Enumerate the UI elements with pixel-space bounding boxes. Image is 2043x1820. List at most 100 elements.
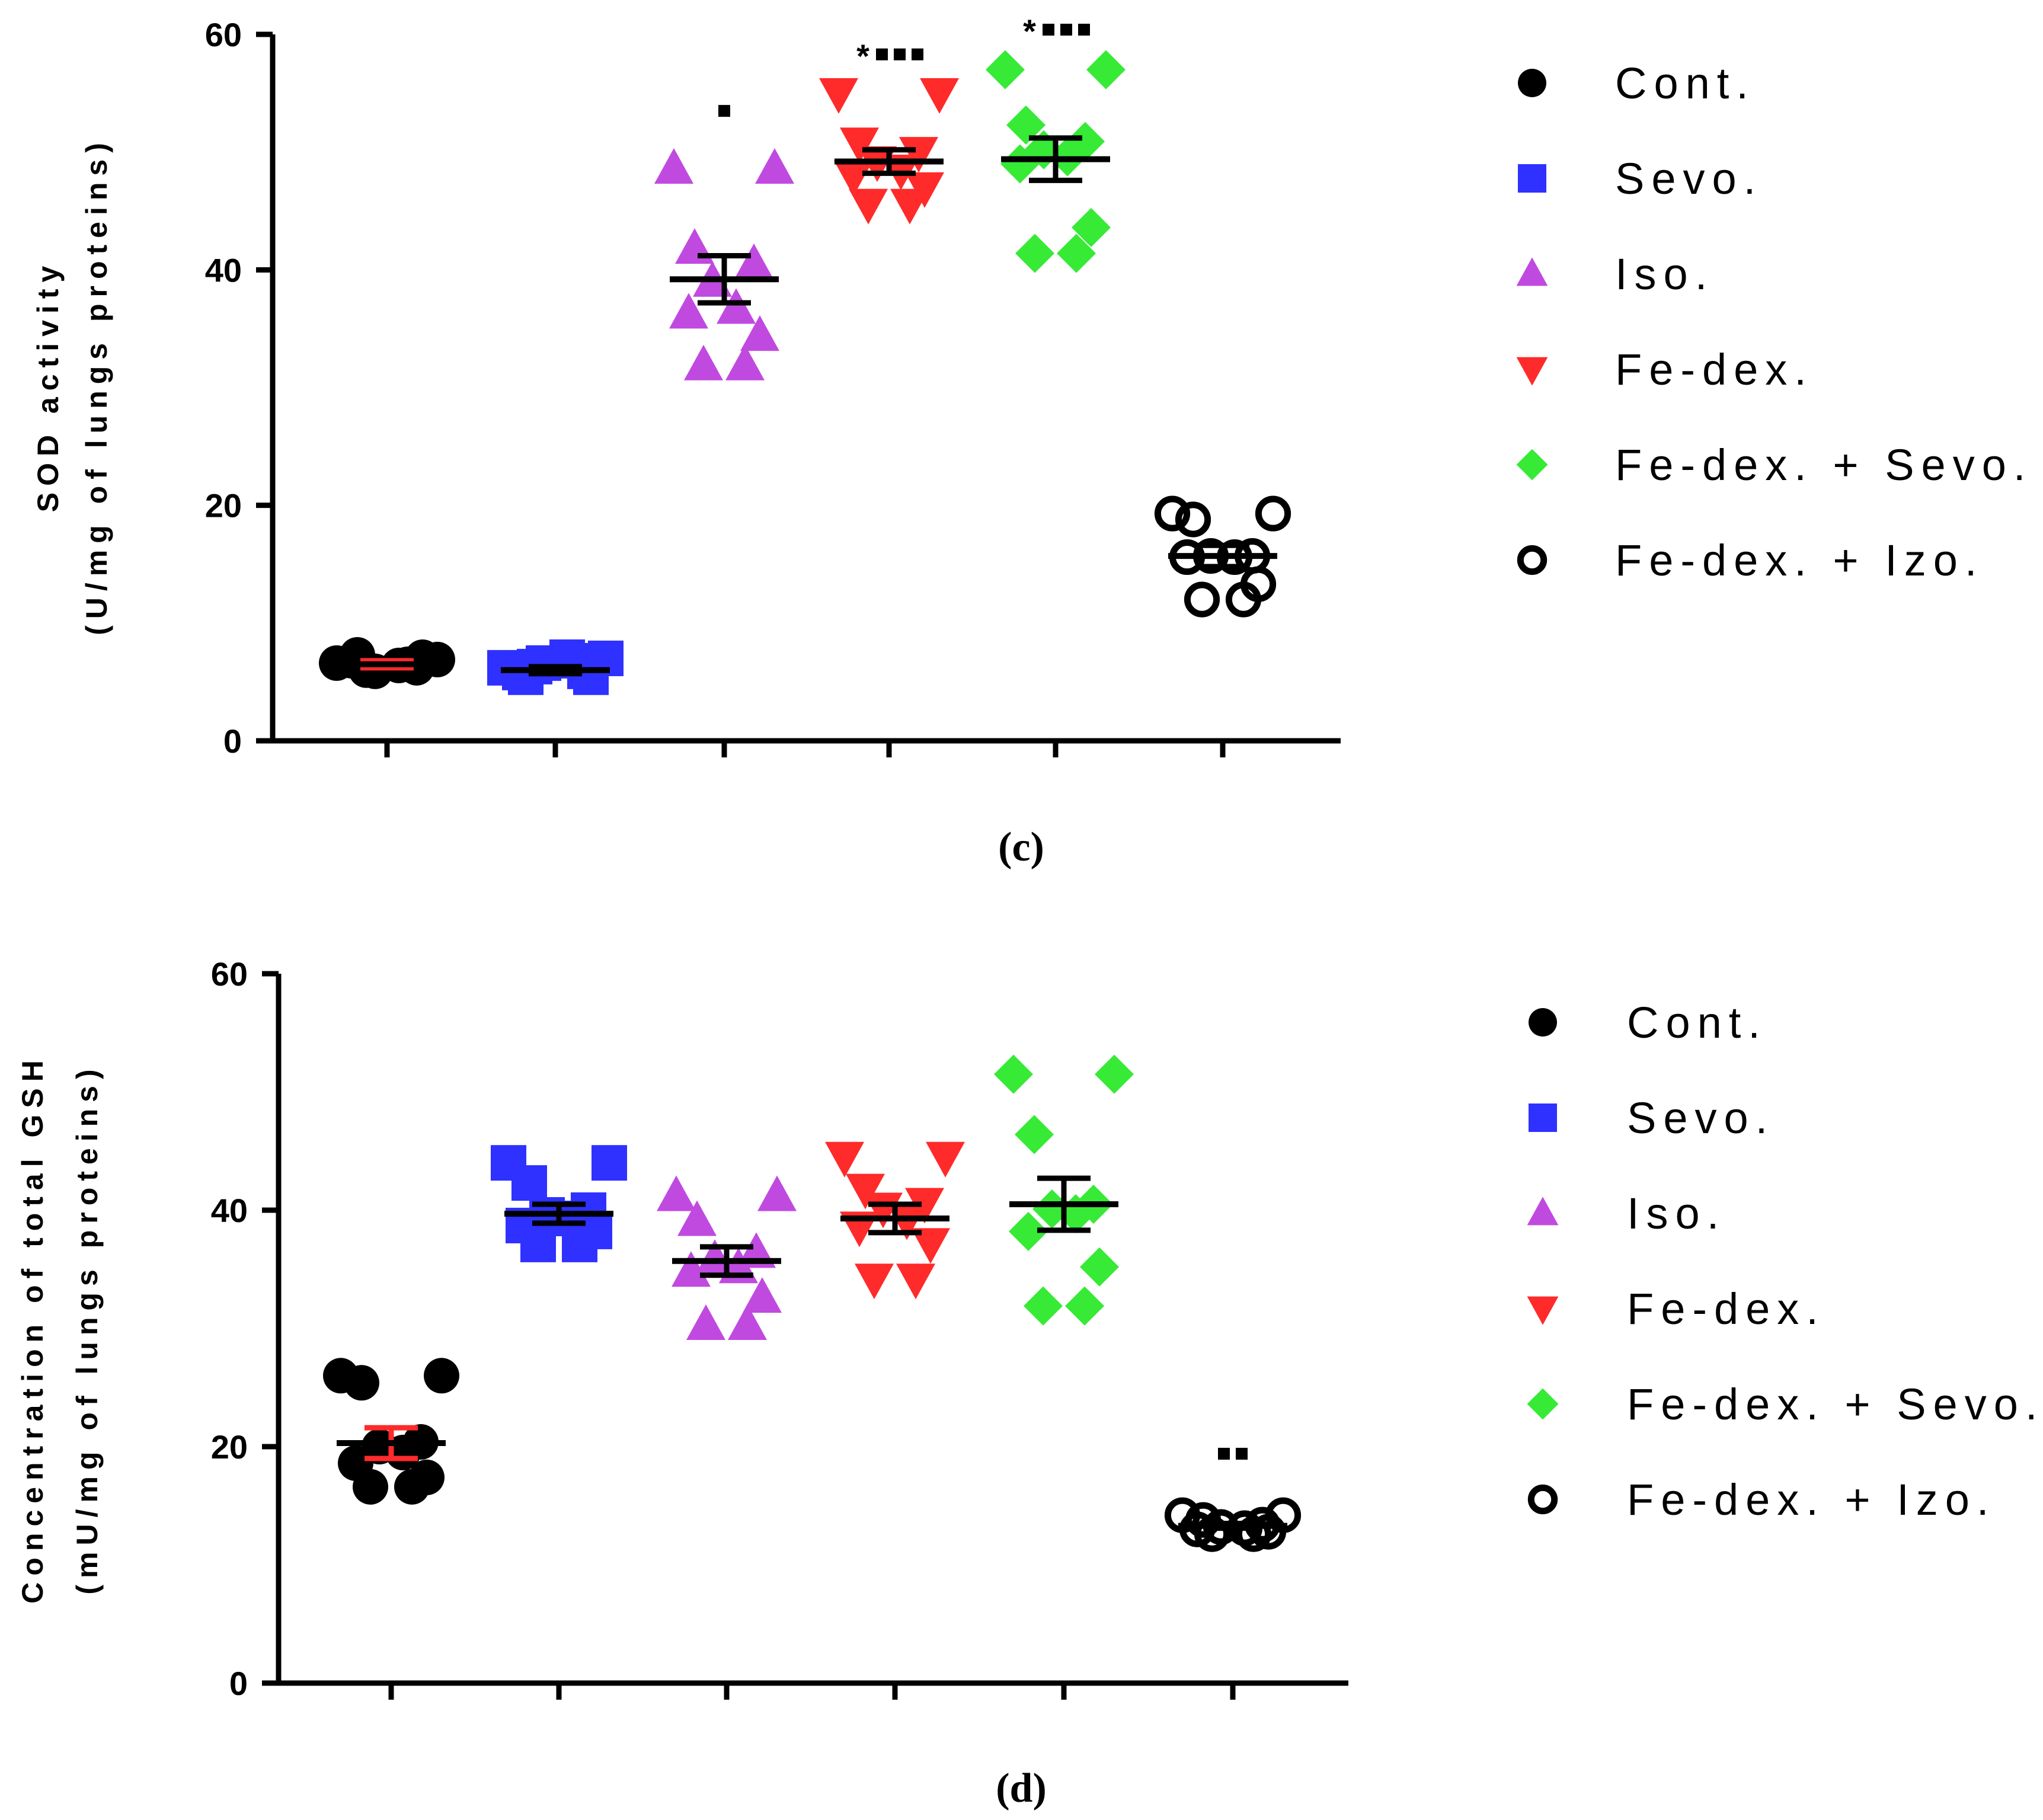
y-tick-label: 20 (205, 487, 242, 524)
legend-item: Cont. (1518, 59, 1756, 108)
significance-square (1218, 1447, 1230, 1460)
legend: Cont. Sevo. Iso. Fe-dex. Fe-dex. + Sevo. Fe-d… (1527, 998, 2043, 1524)
data-point (1184, 581, 1220, 618)
data-point (717, 288, 756, 324)
series-fe-dex (825, 1141, 965, 1300)
data-point (994, 1054, 1033, 1094)
data-point (986, 50, 1025, 89)
data-point (849, 188, 888, 225)
legend-label: Iso. (1627, 1189, 1726, 1238)
panel-c: SOD activity (U/mg of lungs proteins) 0 2… (31, 12, 2025, 870)
y-ticks: 0 20 40 60 (205, 16, 273, 760)
legend-item: Cont. (1529, 998, 1767, 1047)
data-point (757, 1175, 797, 1211)
legend-marker (1527, 1388, 1559, 1420)
series-cont (323, 1358, 459, 1505)
legend-item: Iso. (1516, 250, 1707, 299)
data-point (855, 1264, 894, 1300)
data-point (669, 293, 708, 329)
y-ticks: 0 20 40 60 (211, 955, 279, 1702)
data-point (657, 1175, 696, 1211)
series-iso (654, 148, 794, 380)
panel-label-d: (d) (996, 1765, 1047, 1811)
panel-label-c: (c) (998, 824, 1044, 870)
data-point (1006, 105, 1046, 145)
y-tick-label: 20 (211, 1428, 248, 1466)
y-axis-title-line2: (mU/mg of lungs proteins) (71, 1063, 104, 1594)
legend-marker (1518, 69, 1546, 97)
data-point (890, 188, 929, 225)
data-point (740, 315, 779, 351)
data-point (1009, 1211, 1048, 1251)
legend-label: Cont. (1615, 59, 1756, 108)
y-axis-title: SOD activity (U/mg of lungs proteins) (31, 136, 113, 635)
data-point (825, 1141, 864, 1178)
significance-square (912, 48, 923, 60)
significance-square (718, 105, 730, 117)
series-fe-dex-sevo (986, 50, 1126, 273)
data-point (1065, 1286, 1104, 1326)
significance-square (1060, 24, 1072, 36)
legend-item: Sevo. (1529, 1093, 1775, 1143)
significance-star: * (856, 37, 869, 75)
legend-label: Sevo. (1615, 154, 1763, 203)
y-axis-title: Concentration of total GSH (mU/mg of lun… (16, 1054, 104, 1604)
legend-item: Sevo. (1518, 154, 1763, 203)
data-point (1086, 50, 1126, 89)
legend-item: Fe-dex. + Izo. (1527, 1475, 1996, 1524)
significance-square (894, 48, 906, 60)
significance-square (1236, 1447, 1248, 1460)
data-point (725, 344, 765, 380)
data-point (840, 127, 879, 164)
significance-annotations (1218, 1447, 1248, 1460)
data-point (755, 148, 794, 184)
data-point (926, 1141, 965, 1178)
data-point (728, 1304, 767, 1341)
data-point (734, 243, 773, 279)
data-point (592, 1145, 627, 1181)
data-point (1000, 144, 1040, 184)
data-point (520, 1226, 556, 1262)
series-cont (319, 636, 455, 689)
y-tick-label: 60 (205, 16, 242, 53)
data-point (1154, 495, 1191, 532)
legend-marker (1516, 257, 1548, 286)
legend-label: Fe-dex. + Izo. (1627, 1475, 1996, 1524)
y-tick-label: 60 (211, 955, 248, 993)
significance-square (1043, 24, 1054, 36)
series-fe-dex-sevo (994, 1054, 1134, 1326)
legend-marker (1529, 1008, 1557, 1037)
data-point (1095, 1054, 1134, 1094)
legend-marker (1517, 545, 1548, 575)
significance-square (1078, 24, 1090, 36)
legend-label: Sevo. (1627, 1093, 1775, 1143)
legend-label: Fe-dex. + Sevo. (1627, 1380, 2043, 1429)
data-point (1255, 495, 1291, 532)
data-point (424, 1358, 459, 1394)
data-point (864, 1192, 903, 1229)
legend-marker (1516, 449, 1548, 481)
legend-marker (1529, 1103, 1557, 1132)
y-tick-label: 0 (229, 1665, 248, 1702)
legend-item: Fe-dex. + Sevo. (1516, 440, 2025, 490)
data-point (1235, 1516, 1272, 1552)
data-point (1175, 501, 1211, 538)
data-point (1225, 581, 1262, 618)
data-point (1015, 234, 1054, 273)
data-point (743, 1277, 782, 1313)
series-fe-dex-izo (1154, 495, 1291, 618)
data-point (846, 1173, 885, 1210)
data-point (1194, 1516, 1230, 1552)
series-fe-dex (819, 78, 959, 225)
significance-star: * (1023, 12, 1036, 50)
legend-item: Fe-dex. (1527, 1284, 1818, 1333)
series-iso (657, 1175, 797, 1341)
data-point (675, 228, 714, 264)
data-point (562, 1226, 597, 1262)
legend-label: Cont. (1627, 998, 1767, 1047)
significance-square (876, 48, 888, 60)
y-axis-title-line2: (U/mg of lungs proteins) (80, 136, 113, 635)
legend-item: Fe-dex. + Sevo. (1527, 1380, 2043, 1429)
legend-item: Fe-dex. (1516, 345, 1807, 394)
legend-item: Iso. (1527, 1189, 1726, 1238)
